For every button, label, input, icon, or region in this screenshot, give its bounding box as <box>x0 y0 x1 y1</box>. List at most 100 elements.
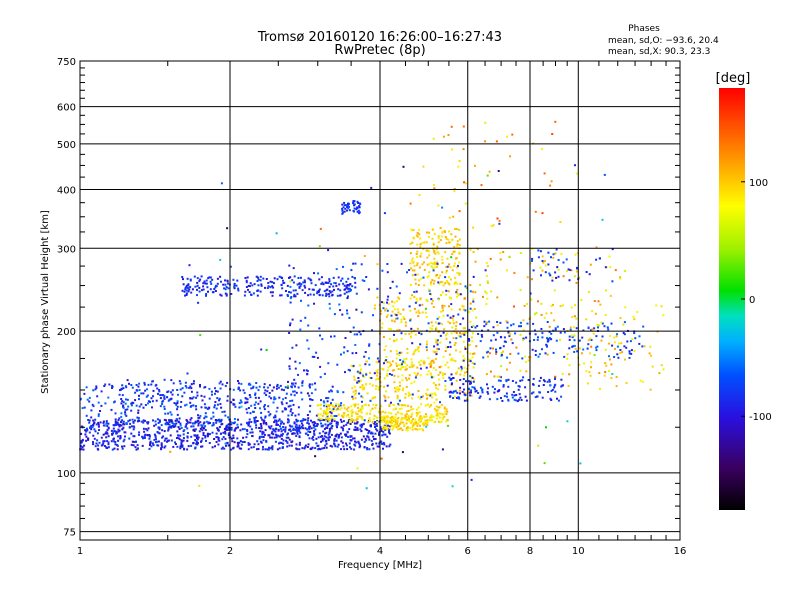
data-point <box>274 430 277 433</box>
data-point <box>99 410 101 412</box>
data-point <box>388 425 391 428</box>
data-point <box>498 375 501 378</box>
data-point <box>158 432 161 435</box>
data-point <box>493 391 496 394</box>
data-point <box>203 417 206 420</box>
data-point <box>614 347 616 350</box>
data-point <box>352 364 355 367</box>
data-point <box>309 425 312 428</box>
data-point <box>387 411 390 414</box>
data-point <box>436 341 439 344</box>
data-point <box>318 327 321 330</box>
data-point <box>215 390 217 393</box>
data-point <box>455 228 458 230</box>
data-point <box>359 370 361 373</box>
data-point <box>314 422 317 425</box>
data-point <box>194 420 197 423</box>
data-point <box>352 397 355 400</box>
data-point <box>277 419 280 422</box>
data-point <box>246 411 249 414</box>
data-point <box>377 388 380 391</box>
data-point <box>270 397 273 400</box>
data-point <box>298 424 301 427</box>
data-point <box>293 422 296 425</box>
data-point <box>271 281 274 284</box>
data-point <box>568 347 571 350</box>
data-point <box>182 433 185 436</box>
data-point <box>435 369 438 371</box>
data-point <box>179 424 182 427</box>
data-point <box>225 286 228 288</box>
data-point <box>131 440 134 443</box>
data-point <box>543 172 546 175</box>
data-point <box>435 338 437 341</box>
data-point <box>326 400 329 403</box>
data-point <box>328 302 331 305</box>
data-point <box>545 312 548 315</box>
data-point <box>203 280 206 283</box>
data-point <box>381 419 384 422</box>
data-point <box>500 336 503 339</box>
data-point <box>296 448 299 451</box>
data-point <box>649 345 652 348</box>
data-point <box>230 423 233 426</box>
data-point <box>511 393 514 396</box>
data-point <box>319 435 322 438</box>
data-point <box>552 351 555 354</box>
data-point <box>325 407 328 410</box>
data-point <box>467 387 470 390</box>
data-point <box>389 350 392 353</box>
data-point <box>291 432 294 435</box>
colorbar-tick-label: -100 <box>749 412 772 423</box>
data-point <box>94 418 97 421</box>
data-point <box>443 328 446 331</box>
data-point <box>196 434 199 437</box>
data-point <box>309 293 312 296</box>
data-point <box>354 426 357 429</box>
data-point <box>487 329 490 332</box>
data-point <box>388 429 391 432</box>
data-point <box>163 395 166 398</box>
data-point <box>466 367 469 370</box>
data-point <box>416 366 419 369</box>
data-point <box>97 401 100 404</box>
data-point <box>188 264 191 267</box>
data-point <box>247 407 250 409</box>
data-point <box>368 343 371 346</box>
data-point <box>576 350 579 353</box>
data-point <box>184 294 186 297</box>
data-point <box>445 413 448 415</box>
data-point <box>287 414 290 417</box>
data-point <box>405 379 408 382</box>
data-point <box>485 275 488 277</box>
data-point <box>298 435 301 438</box>
data-point <box>388 403 391 406</box>
data-point <box>214 419 217 421</box>
data-point <box>534 210 537 213</box>
data-point <box>462 340 465 343</box>
data-point <box>533 339 536 341</box>
data-point <box>532 377 535 380</box>
data-point <box>432 350 435 353</box>
data-point <box>470 375 473 378</box>
data-point <box>282 442 285 445</box>
data-point <box>628 356 631 359</box>
data-point <box>271 436 273 439</box>
data-point <box>170 439 173 442</box>
data-point <box>410 361 413 364</box>
data-point <box>410 382 413 385</box>
data-point <box>462 355 465 358</box>
data-point <box>369 382 371 385</box>
data-point <box>130 443 133 446</box>
data-point <box>355 308 358 311</box>
data-point <box>538 353 541 356</box>
data-point <box>279 441 282 444</box>
data-point <box>566 357 569 360</box>
data-point <box>365 276 368 278</box>
data-point <box>383 443 386 446</box>
data-point <box>212 423 215 426</box>
data-point <box>438 316 441 319</box>
data-point <box>198 484 201 487</box>
data-point <box>294 289 297 292</box>
data-point <box>587 382 589 385</box>
